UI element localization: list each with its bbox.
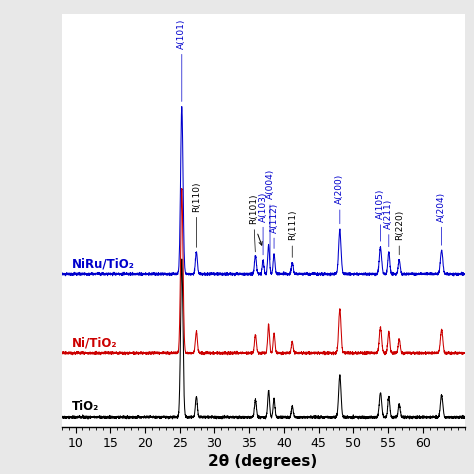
Text: R(110): R(110) [192,181,201,247]
Text: A(200): A(200) [335,174,344,224]
Text: NiRu/TiO₂: NiRu/TiO₂ [72,257,135,270]
Text: TiO₂: TiO₂ [72,400,99,413]
Text: A(101): A(101) [177,18,186,101]
X-axis label: 2θ (degrees): 2θ (degrees) [209,454,318,469]
Text: R(111): R(111) [288,210,297,257]
Text: A(103): A(103) [259,191,267,255]
Text: R(101): R(101) [249,193,258,252]
Text: Ni/TiO₂: Ni/TiO₂ [72,336,118,349]
Text: A(105): A(105) [376,189,385,241]
Text: A(004): A(004) [265,169,274,260]
Text: A(112): A(112) [270,202,279,248]
Text: A(204): A(204) [437,191,446,245]
Text: A(211): A(211) [384,199,393,246]
Text: R(220): R(220) [395,210,404,255]
